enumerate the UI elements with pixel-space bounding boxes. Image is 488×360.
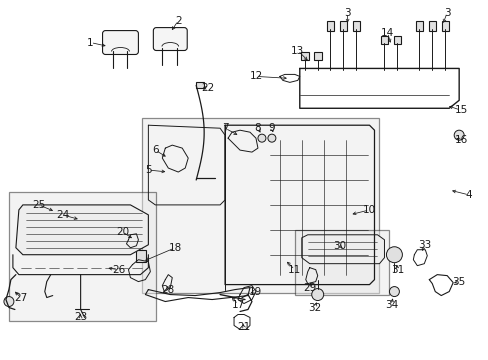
Bar xyxy=(136,250,146,262)
Bar xyxy=(394,36,401,44)
Circle shape xyxy=(311,289,323,301)
Text: 2: 2 xyxy=(175,15,181,26)
Polygon shape xyxy=(16,205,148,255)
Text: 3: 3 xyxy=(443,8,449,18)
Bar xyxy=(339,21,346,31)
Text: 31: 31 xyxy=(390,265,403,275)
FancyBboxPatch shape xyxy=(102,31,138,54)
Text: 14: 14 xyxy=(380,28,393,37)
Text: 25: 25 xyxy=(32,200,45,210)
Text: 3: 3 xyxy=(344,8,350,18)
Text: 11: 11 xyxy=(287,265,301,275)
Text: 6: 6 xyxy=(152,145,158,155)
Text: 13: 13 xyxy=(290,45,304,55)
Text: 4: 4 xyxy=(465,190,471,200)
Text: 18: 18 xyxy=(168,243,182,253)
Polygon shape xyxy=(301,235,384,264)
Circle shape xyxy=(258,134,265,142)
FancyBboxPatch shape xyxy=(142,118,379,293)
Text: 17: 17 xyxy=(231,300,244,310)
Text: 21: 21 xyxy=(237,323,250,332)
Text: 22: 22 xyxy=(201,84,214,93)
Text: 30: 30 xyxy=(332,241,346,251)
Text: 24: 24 xyxy=(56,210,69,220)
Text: 33: 33 xyxy=(417,240,430,250)
Text: 34: 34 xyxy=(384,300,397,310)
Text: 27: 27 xyxy=(14,293,27,302)
Bar xyxy=(313,53,321,60)
Text: 19: 19 xyxy=(248,287,261,297)
Text: 16: 16 xyxy=(454,135,467,145)
Text: 1: 1 xyxy=(87,37,94,48)
Circle shape xyxy=(453,130,463,140)
Text: 32: 32 xyxy=(307,302,321,312)
Bar xyxy=(381,36,387,44)
Bar xyxy=(428,21,435,31)
Text: 35: 35 xyxy=(451,276,465,287)
FancyBboxPatch shape xyxy=(153,28,187,50)
Circle shape xyxy=(4,297,14,306)
Text: 10: 10 xyxy=(362,205,375,215)
Text: 7: 7 xyxy=(222,123,228,133)
Text: 8: 8 xyxy=(254,123,261,133)
Bar xyxy=(196,82,203,88)
FancyBboxPatch shape xyxy=(294,230,388,294)
Text: 20: 20 xyxy=(116,227,129,237)
Bar xyxy=(441,21,448,31)
Bar xyxy=(352,21,359,31)
FancyBboxPatch shape xyxy=(9,192,156,321)
Text: 29: 29 xyxy=(303,283,316,293)
Text: 26: 26 xyxy=(112,265,125,275)
Bar xyxy=(415,21,423,31)
Circle shape xyxy=(388,287,399,297)
Text: 23: 23 xyxy=(74,312,87,323)
Text: 15: 15 xyxy=(454,105,467,115)
Bar xyxy=(326,21,333,31)
Circle shape xyxy=(267,134,275,142)
Text: 5: 5 xyxy=(145,165,151,175)
Bar xyxy=(300,53,308,60)
Text: 12: 12 xyxy=(249,71,262,81)
Text: 9: 9 xyxy=(268,123,275,133)
Circle shape xyxy=(386,247,402,263)
Text: 28: 28 xyxy=(162,284,175,294)
